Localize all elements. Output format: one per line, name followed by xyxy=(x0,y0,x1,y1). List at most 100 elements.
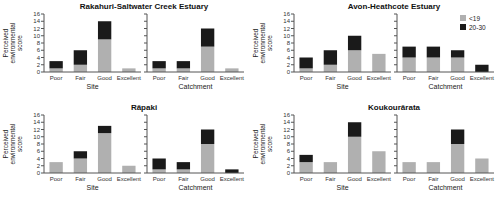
bar xyxy=(152,159,165,170)
x-tick-label: Fair xyxy=(325,75,335,81)
x-tick-label: Poor xyxy=(300,176,313,182)
y-label-line: environmental xyxy=(9,22,16,63)
x-label: Catchment xyxy=(179,83,213,90)
y-tick-label: 16 xyxy=(33,11,40,17)
y-label-line: environmental xyxy=(259,22,266,63)
bar xyxy=(402,47,415,58)
panel: 0246810121416PoorFairGoodExcellentSitePe… xyxy=(2,2,209,90)
bar xyxy=(348,36,361,51)
x-tick-label: Poor xyxy=(153,176,166,182)
bar xyxy=(49,162,62,173)
panel: 0246810121416PoorFairGoodExcellentSitePe… xyxy=(2,103,157,191)
bar xyxy=(98,126,111,133)
x-tick-label: Fair xyxy=(325,176,335,182)
y-tick-label: 16 xyxy=(33,112,40,118)
y-label-line: Perceived xyxy=(2,28,9,57)
x-tick-label: Good xyxy=(450,176,465,182)
y-axis xyxy=(294,115,295,173)
y-tick-label: 6 xyxy=(287,148,291,154)
bar xyxy=(372,53,385,54)
x-tick-label: Poor xyxy=(153,75,166,81)
y-tick-label: 4 xyxy=(287,55,291,61)
y-axis xyxy=(44,14,45,72)
x-tick-label: Good xyxy=(97,75,112,81)
bar xyxy=(177,68,190,72)
x-axis xyxy=(294,173,391,174)
x-tick-label: Excellent xyxy=(367,176,392,182)
x-tick-label: Good xyxy=(347,176,362,182)
y-tick-label: 14 xyxy=(283,119,290,125)
bar xyxy=(177,61,190,68)
y-tick-label: 4 xyxy=(37,55,41,61)
y-tick-label: 8 xyxy=(37,40,41,46)
bar xyxy=(74,151,87,158)
bar xyxy=(299,155,312,162)
bar xyxy=(402,58,415,73)
bar xyxy=(122,68,135,72)
y-tick-label: 14 xyxy=(283,18,290,24)
y-label-line: score xyxy=(16,35,23,51)
x-tick-label: Poor xyxy=(300,75,313,81)
panel: PoorFairGoodExcellentCatchment xyxy=(144,14,244,90)
x-tick-label: Fair xyxy=(178,75,188,81)
bar xyxy=(372,151,385,152)
panel: PoorFairGoodExcellentCatchment<1920-30 xyxy=(394,14,494,90)
x-tick-label: Fair xyxy=(178,176,188,182)
y-label: Perceivedenvironmentalscore xyxy=(252,123,273,164)
bar xyxy=(74,50,87,65)
y-tick-label: 10 xyxy=(33,134,40,140)
bar xyxy=(98,21,111,39)
bar xyxy=(348,122,361,137)
bar xyxy=(74,159,87,174)
bar xyxy=(201,29,214,47)
y-axis xyxy=(44,115,45,173)
bar xyxy=(177,169,190,173)
y-tick-label: 0 xyxy=(287,170,291,176)
y-label-line: Perceived xyxy=(2,129,9,158)
y-tick-label: 12 xyxy=(283,26,290,32)
x-axis xyxy=(294,72,391,73)
bar xyxy=(475,158,488,159)
bar xyxy=(427,162,440,173)
panel: PoorFairGoodExcellentCatchment xyxy=(394,115,494,191)
y-tick-label: 12 xyxy=(33,26,40,32)
bar xyxy=(201,47,214,72)
bar xyxy=(225,169,238,173)
bar xyxy=(451,58,464,73)
y-label: Perceivedenvironmentalscore xyxy=(2,22,23,63)
bar xyxy=(324,50,337,65)
x-tick-label: Excellent xyxy=(470,176,495,182)
y-axis xyxy=(294,14,295,72)
chart-root: 0246810121416PoorFairGoodExcellentSitePe… xyxy=(0,0,500,202)
bar xyxy=(451,50,464,57)
bars xyxy=(49,126,135,173)
bar xyxy=(152,61,165,68)
x-tick-label: Good xyxy=(347,75,362,81)
x-tick-label: Excellent xyxy=(117,176,142,182)
bar xyxy=(427,162,440,163)
bar xyxy=(299,68,312,72)
title: Rakahuri-Saltwater Creek Estuary xyxy=(80,2,209,11)
legend-swatch xyxy=(460,15,466,21)
y-tick-label: 8 xyxy=(287,141,291,147)
x-tick-label: Excellent xyxy=(367,75,392,81)
x-tick-label: Poor xyxy=(403,75,416,81)
bar xyxy=(402,162,415,163)
y-tick-label: 8 xyxy=(37,141,41,147)
bar xyxy=(299,162,312,173)
x-tick-label: Fair xyxy=(75,176,85,182)
y-label-line: environmental xyxy=(9,123,16,164)
bar xyxy=(49,162,62,163)
bar xyxy=(122,166,135,173)
bar xyxy=(49,61,62,68)
bar xyxy=(49,68,62,72)
y-tick-label: 14 xyxy=(33,119,40,125)
bars xyxy=(152,130,238,174)
y-tick-label: 6 xyxy=(37,148,41,154)
bars xyxy=(402,47,488,72)
y-label-line: score xyxy=(266,136,273,152)
bar xyxy=(348,137,361,173)
bar xyxy=(324,65,337,72)
x-tick-label: Good xyxy=(200,75,215,81)
y-tick-label: 12 xyxy=(283,127,290,133)
